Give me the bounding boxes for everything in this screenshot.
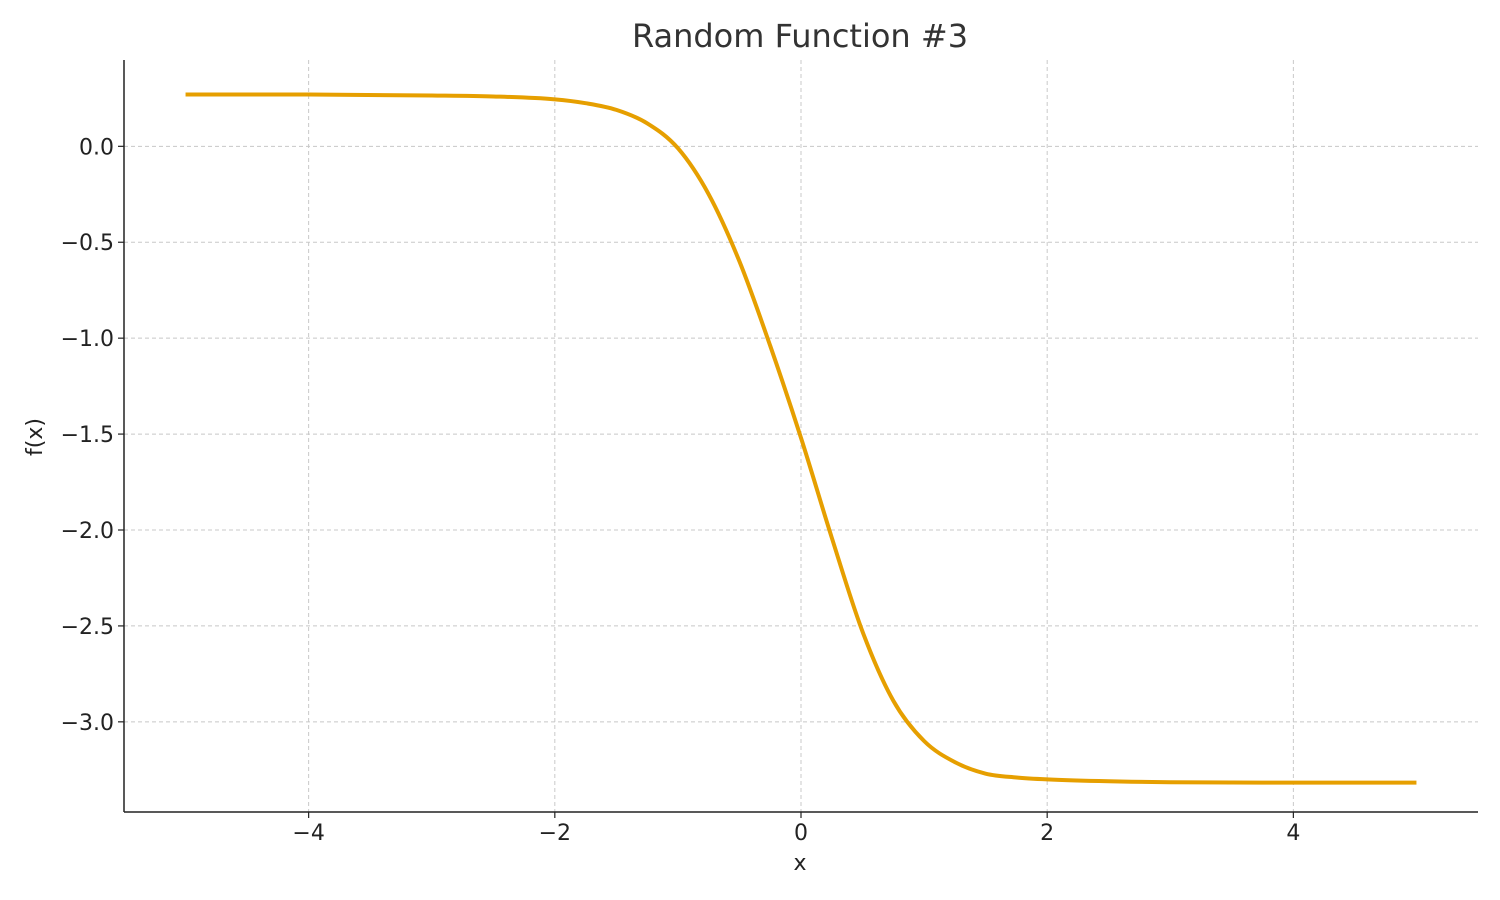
y-tick-label: −1.0 xyxy=(61,327,114,352)
axes: −4 −2 0 2 4 0.0 −0.5 −1.0 −1.5 −2.0 −2.5 −3.0 xyxy=(61,60,1478,846)
y-tick-label: −1.5 xyxy=(61,423,114,448)
y-tick-label: −0.5 xyxy=(61,231,114,256)
y-axis-label: f(x) xyxy=(23,418,48,456)
x-tick-label: −4 xyxy=(292,821,324,846)
x-tick-label: 4 xyxy=(1286,821,1300,846)
series-layer xyxy=(185,92,1417,785)
y-tick-label: −3.0 xyxy=(61,711,114,736)
x-tick-label: 2 xyxy=(1040,821,1054,846)
y-tick-label: −2.0 xyxy=(61,519,114,544)
y-tick-label: 0.0 xyxy=(79,135,114,160)
chart-title: Random Function #3 xyxy=(632,17,968,55)
x-axis-label: x xyxy=(793,851,806,876)
y-tick-label: −2.5 xyxy=(61,615,114,640)
grid xyxy=(124,60,1478,812)
x-tick-label: 0 xyxy=(794,821,808,846)
x-tick-label: −2 xyxy=(539,821,571,846)
series-line xyxy=(185,92,1417,785)
